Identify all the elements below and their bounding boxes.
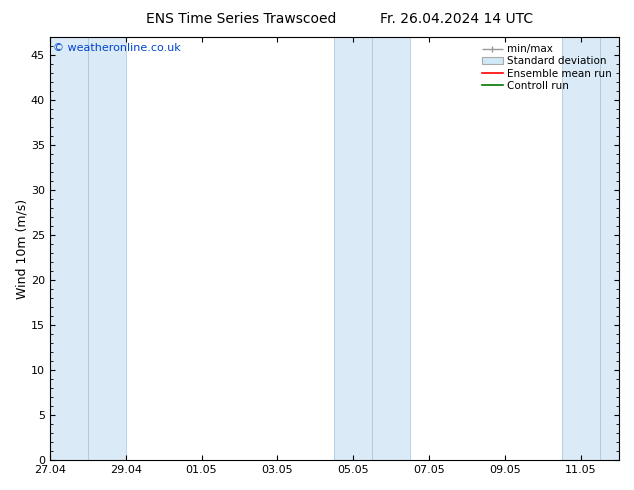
Bar — [49, 37, 87, 460]
Text: ENS Time Series Trawscoed: ENS Time Series Trawscoed — [146, 12, 336, 26]
Bar — [87, 37, 126, 460]
Bar — [562, 37, 600, 460]
Bar — [372, 37, 410, 460]
Text: Fr. 26.04.2024 14 UTC: Fr. 26.04.2024 14 UTC — [380, 12, 533, 26]
Y-axis label: Wind 10m (m/s): Wind 10m (m/s) — [15, 198, 28, 299]
Bar — [600, 37, 619, 460]
Legend: min/max, Standard deviation, Ensemble mean run, Controll run: min/max, Standard deviation, Ensemble me… — [478, 40, 616, 95]
Text: © weatheronline.co.uk: © weatheronline.co.uk — [53, 44, 180, 53]
Bar — [334, 37, 372, 460]
